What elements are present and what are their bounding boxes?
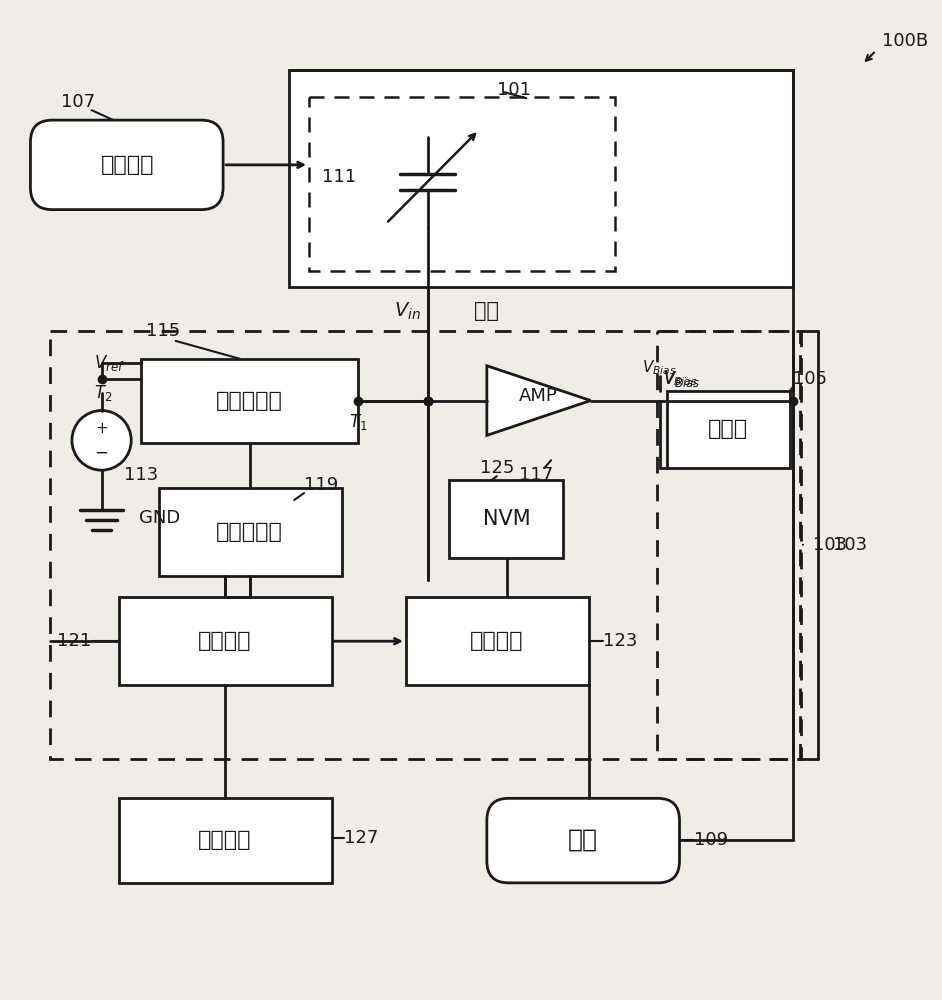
Text: 105: 105 (793, 370, 827, 388)
Circle shape (72, 410, 131, 470)
Text: 101: 101 (496, 81, 530, 99)
Text: 编程接口: 编程接口 (199, 631, 252, 651)
Text: $T_1$: $T_1$ (349, 412, 367, 432)
Text: $V_{Bias}$: $V_{Bias}$ (663, 369, 697, 388)
Bar (667, 391, 790, 468)
Text: 119: 119 (304, 476, 338, 494)
Text: 125: 125 (479, 459, 514, 477)
FancyBboxPatch shape (30, 120, 223, 210)
Text: 107: 107 (61, 93, 95, 111)
Text: 103: 103 (833, 536, 867, 554)
Text: 111: 111 (321, 168, 356, 186)
Bar (657, 331, 800, 759)
Text: 127: 127 (344, 829, 378, 847)
Text: 103: 103 (813, 536, 847, 554)
Polygon shape (487, 366, 591, 435)
Bar (159, 488, 342, 576)
Text: −: − (94, 443, 108, 461)
Text: AMP: AMP (519, 387, 558, 405)
Text: 109: 109 (694, 831, 728, 849)
Text: 参考电路: 参考电路 (470, 631, 524, 651)
Text: $V_{ref}$: $V_{ref}$ (93, 353, 124, 373)
Bar (50, 331, 801, 759)
Text: 高欧姆电路: 高欧姆电路 (217, 391, 284, 411)
Text: GND: GND (139, 509, 180, 527)
Text: 物理信号: 物理信号 (101, 155, 154, 175)
Text: 输出: 输出 (568, 828, 597, 852)
Text: 121: 121 (57, 632, 91, 650)
Text: $V_{in}$: $V_{in}$ (395, 300, 421, 322)
Bar (309, 97, 615, 271)
Text: 115: 115 (146, 322, 180, 340)
Text: 123: 123 (604, 632, 638, 650)
Bar (289, 70, 793, 287)
Bar (120, 597, 332, 685)
Bar (449, 480, 563, 558)
Text: 117: 117 (519, 466, 553, 484)
Text: $T_2$: $T_2$ (93, 383, 112, 403)
Text: +: + (95, 421, 108, 436)
Bar (141, 359, 358, 443)
Text: 偏置源: 偏置源 (707, 419, 748, 439)
Bar (406, 597, 589, 685)
Text: NVM: NVM (483, 509, 530, 529)
Text: 100B: 100B (882, 32, 928, 50)
FancyBboxPatch shape (487, 798, 679, 883)
Text: 处理系统: 处理系统 (199, 830, 252, 850)
Text: 温度传感器: 温度传感器 (217, 522, 284, 542)
Bar (120, 798, 332, 883)
Text: $V_{Bias}$: $V_{Bias}$ (663, 369, 700, 389)
Text: 感测: 感测 (475, 301, 499, 321)
Text: 113: 113 (124, 466, 158, 484)
Text: $V_{Bias}$: $V_{Bias}$ (642, 358, 677, 377)
